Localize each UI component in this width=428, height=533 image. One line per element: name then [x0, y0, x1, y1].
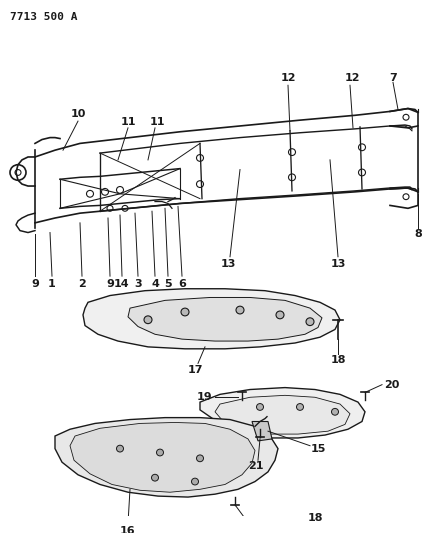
- Text: 12: 12: [344, 74, 360, 84]
- Circle shape: [332, 408, 339, 415]
- Text: 21: 21: [248, 461, 264, 471]
- Text: 3: 3: [134, 279, 142, 289]
- Text: 13: 13: [330, 259, 346, 269]
- Circle shape: [157, 449, 163, 456]
- Text: 7713 500 A: 7713 500 A: [10, 12, 77, 22]
- Text: 18: 18: [330, 356, 346, 366]
- Text: 15: 15: [310, 443, 326, 454]
- Polygon shape: [55, 418, 278, 497]
- Polygon shape: [215, 395, 350, 434]
- Circle shape: [191, 478, 199, 485]
- Circle shape: [297, 403, 303, 410]
- Text: 7: 7: [389, 72, 397, 83]
- Text: 13: 13: [220, 259, 236, 269]
- Circle shape: [306, 318, 314, 326]
- Text: 8: 8: [414, 230, 422, 239]
- Circle shape: [196, 455, 203, 462]
- Text: 16: 16: [120, 526, 136, 533]
- Circle shape: [276, 311, 284, 319]
- Circle shape: [116, 445, 124, 452]
- Text: 2: 2: [78, 279, 86, 289]
- Circle shape: [256, 403, 264, 410]
- Text: 5: 5: [164, 279, 172, 289]
- Polygon shape: [200, 387, 365, 438]
- Text: 10: 10: [70, 109, 86, 119]
- Polygon shape: [252, 422, 272, 441]
- Circle shape: [144, 316, 152, 324]
- Text: 1: 1: [48, 279, 56, 289]
- Polygon shape: [70, 423, 255, 492]
- Text: 17: 17: [187, 365, 203, 375]
- Polygon shape: [128, 297, 322, 341]
- Text: 6: 6: [178, 279, 186, 289]
- Text: 11: 11: [120, 117, 136, 127]
- Circle shape: [236, 306, 244, 314]
- Text: 11: 11: [149, 117, 165, 127]
- Text: 9: 9: [31, 279, 39, 289]
- Text: 14: 14: [114, 279, 130, 289]
- Text: 19: 19: [197, 392, 213, 402]
- Circle shape: [152, 474, 158, 481]
- Text: 20: 20: [384, 379, 400, 390]
- Circle shape: [181, 308, 189, 316]
- Polygon shape: [83, 289, 340, 349]
- Text: 12: 12: [280, 74, 296, 84]
- Text: 4: 4: [151, 279, 159, 289]
- Text: 9: 9: [106, 279, 114, 289]
- Text: 18: 18: [307, 513, 323, 523]
